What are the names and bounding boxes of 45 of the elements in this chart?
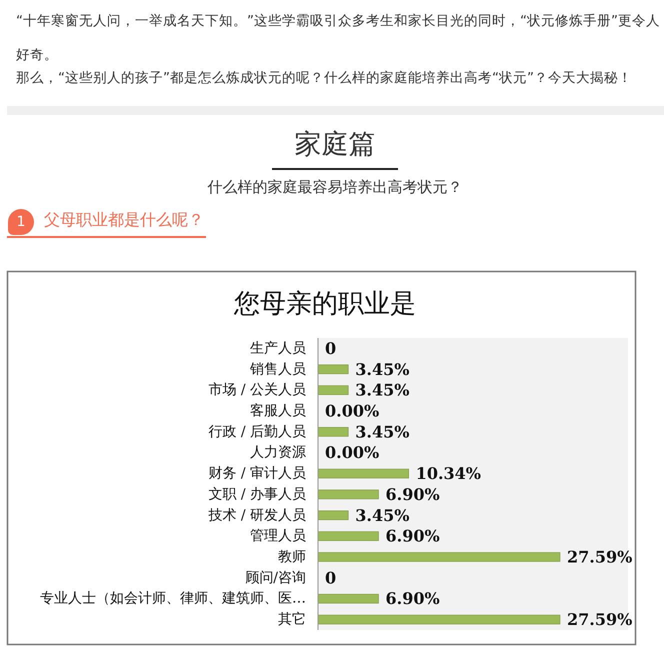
- y-tick-label: 其它: [278, 612, 306, 628]
- y-tick-label: 财务 / 审计人员: [208, 466, 306, 482]
- data-label: 3.45%: [355, 360, 410, 379]
- bar: [318, 594, 379, 604]
- data-label: 3.45%: [355, 422, 410, 442]
- y-tick-label: 生产人员: [250, 340, 306, 356]
- text: 什么样的家庭最容易培养出高考状元？: [208, 178, 462, 196]
- data-label: 27.59%: [567, 548, 632, 566]
- y-tick-label: 客服人员: [250, 403, 306, 419]
- y-tick-label: 销售人员: [249, 361, 306, 378]
- y-tick-label: 文职 / 办事人员: [208, 486, 306, 502]
- y-tick-label: 技术 / 研发人员: [207, 507, 306, 524]
- text: 1: [8, 209, 34, 235]
- bar: [318, 468, 409, 478]
- text: 父母职业都是什么呢？: [44, 210, 204, 230]
- y-tick-label: 市场 / 公关人员: [208, 382, 306, 398]
- data-label: 0: [325, 338, 336, 358]
- data-label: 27.59%: [567, 610, 632, 630]
- chart-title: 您母亲的职业是: [233, 289, 416, 319]
- data-label: 6.90%: [386, 526, 440, 546]
- data-label: 0.00%: [325, 443, 380, 462]
- data-label: 0.00%: [325, 402, 380, 420]
- y-tick-label: 人力资源: [250, 444, 306, 461]
- y-tick-label: 行政 / 后勤人员: [208, 424, 306, 440]
- text: “十年寒窗无人问，一举成名天下知。”这些学霸吸引众多考生和家长目光的同时，“状元修炼手册”更令人好奇。: [16, 13, 660, 63]
- bar: [318, 552, 560, 562]
- y-tick-label: 专业人士（如会计师、律师、建筑师、医…: [40, 590, 306, 607]
- data-label: 10.34%: [416, 464, 482, 484]
- data-label: 0: [325, 568, 336, 588]
- bar: [318, 490, 379, 500]
- data-label: 3.45%: [355, 506, 410, 525]
- text: 那么，“这些别人的孩子”都是怎么炼成状元的呢？什么样的家庭能培养出高考“状元”？今天大揭秘！: [16, 70, 632, 86]
- text: 家庭篇: [294, 129, 376, 162]
- data-label: 6.90%: [386, 589, 440, 608]
- bar: [318, 364, 349, 374]
- data-label: 3.45%: [355, 380, 410, 400]
- bar: [318, 531, 379, 541]
- y-tick-label: 教师: [278, 549, 306, 565]
- data-label: 6.90%: [386, 484, 440, 504]
- y-tick-label: 顾问/咨询: [245, 570, 306, 586]
- bar: [318, 385, 349, 395]
- y-tick-label: 管理人员: [250, 528, 306, 544]
- bar: [318, 427, 349, 437]
- bar: [318, 510, 349, 520]
- bar: [318, 614, 560, 624]
